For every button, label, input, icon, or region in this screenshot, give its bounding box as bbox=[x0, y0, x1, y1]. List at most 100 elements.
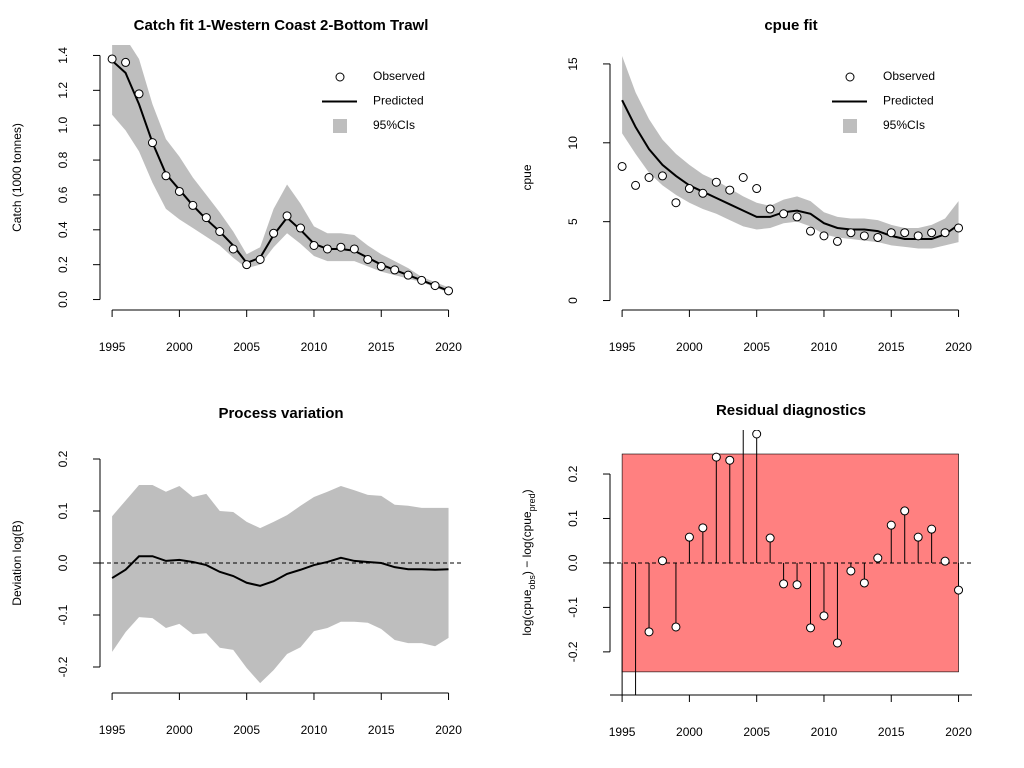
observed-point bbox=[644, 173, 654, 182]
observed-point bbox=[657, 171, 667, 181]
x-tick-label: 2015 bbox=[878, 340, 905, 354]
observed-point bbox=[873, 232, 883, 242]
observed-point bbox=[859, 231, 869, 241]
residual-point bbox=[739, 421, 747, 429]
y-tick-label: -0.1 bbox=[566, 597, 580, 618]
observed-point bbox=[698, 188, 708, 198]
chart-title: cpue fit bbox=[764, 17, 817, 34]
observed-point bbox=[121, 57, 131, 67]
residual-point bbox=[657, 556, 667, 566]
x-tick-label: 2015 bbox=[368, 340, 395, 354]
y-axis-label: Catch (1000 tonnes) bbox=[10, 123, 24, 232]
observed-point bbox=[913, 231, 923, 241]
ci-band bbox=[622, 56, 959, 249]
y-axis-label: cpue bbox=[520, 164, 534, 190]
ci-band bbox=[112, 45, 449, 293]
legend-label: Predicted bbox=[883, 94, 934, 108]
x-tick-label: 2015 bbox=[368, 723, 395, 737]
y-tick-label: 5 bbox=[566, 218, 580, 225]
predicted-line bbox=[111, 555, 449, 587]
y-axis-label: log(cpueobs) − log(cpuepred) bbox=[520, 489, 537, 635]
chart-title: Process variation bbox=[218, 405, 343, 422]
legend-marker bbox=[845, 72, 855, 82]
observed-point bbox=[174, 186, 184, 196]
observed-point bbox=[296, 223, 306, 233]
y-tick-label: -0.2 bbox=[56, 656, 70, 677]
residual-point bbox=[632, 741, 640, 749]
x-tick-label: 2005 bbox=[233, 340, 260, 354]
y-axis-label-part: log(cpue bbox=[520, 589, 534, 635]
observed-point bbox=[886, 228, 896, 238]
observed-point bbox=[430, 281, 440, 291]
observed-point bbox=[147, 138, 157, 148]
observed-point bbox=[134, 89, 144, 99]
residual-point bbox=[940, 556, 950, 566]
observed-point bbox=[349, 244, 359, 254]
residual-point bbox=[927, 524, 937, 534]
x-tick-label: 1995 bbox=[99, 723, 126, 737]
x-tick-label: 2010 bbox=[811, 340, 838, 354]
plot-area bbox=[610, 421, 972, 749]
observed-point bbox=[738, 173, 748, 182]
observed-point bbox=[322, 244, 332, 254]
observed-point bbox=[242, 260, 252, 270]
x-tick-label: 2010 bbox=[301, 340, 328, 354]
observed-point bbox=[765, 204, 775, 214]
observed-point bbox=[403, 270, 413, 280]
residual-point bbox=[873, 553, 883, 563]
observed-point bbox=[107, 54, 117, 64]
x-tick-label: 2020 bbox=[945, 725, 972, 739]
y-tick-label: 0 bbox=[566, 297, 580, 304]
observed-point bbox=[215, 227, 225, 237]
residual-point bbox=[698, 523, 708, 533]
chart-title: Residual diagnostics bbox=[716, 402, 866, 419]
x-tick-label: 1995 bbox=[609, 340, 636, 354]
residual-point bbox=[886, 520, 896, 530]
x-tick-label: 2015 bbox=[878, 725, 905, 739]
y-axis-label-part: pred bbox=[527, 493, 537, 511]
residual-point bbox=[725, 455, 735, 465]
residual-point bbox=[846, 566, 856, 576]
observed-point bbox=[927, 228, 937, 238]
observed-point bbox=[255, 254, 265, 264]
legend-marker bbox=[333, 119, 347, 133]
y-tick-label: 0.8 bbox=[56, 151, 70, 168]
x-tick-label: 2020 bbox=[435, 340, 462, 354]
observed-point bbox=[752, 184, 762, 194]
y-tick-label: 0.4 bbox=[56, 221, 70, 238]
observed-point bbox=[282, 211, 292, 221]
residual-point bbox=[711, 452, 721, 462]
y-tick-label: 0.0 bbox=[56, 291, 70, 308]
x-tick-label: 2020 bbox=[435, 723, 462, 737]
observed-point bbox=[201, 213, 211, 223]
x-tick-label: 1995 bbox=[609, 725, 636, 739]
observed-point bbox=[684, 184, 694, 194]
y-tick-label: 0.2 bbox=[56, 256, 70, 273]
y-tick-label: 0.1 bbox=[566, 510, 580, 527]
residual-point bbox=[792, 580, 802, 590]
x-tick-label: 2000 bbox=[166, 723, 193, 737]
y-tick-label: 1.2 bbox=[56, 82, 70, 99]
legend-label: Observed bbox=[883, 69, 935, 83]
residual-point bbox=[954, 585, 964, 595]
plot-area bbox=[107, 45, 454, 296]
plot-area bbox=[617, 56, 964, 249]
y-tick-label: -0.2 bbox=[566, 641, 580, 662]
residual-point bbox=[779, 579, 789, 589]
x-tick-label: 2010 bbox=[811, 725, 838, 739]
y-tick-label: 0.0 bbox=[566, 554, 580, 571]
residual-point bbox=[913, 532, 923, 542]
x-tick-label: 2000 bbox=[676, 340, 703, 354]
observed-point bbox=[671, 198, 681, 208]
residual-point bbox=[752, 430, 762, 439]
observed-point bbox=[390, 265, 400, 275]
observed-point bbox=[792, 212, 802, 222]
observed-point bbox=[725, 185, 735, 195]
observed-point bbox=[269, 228, 279, 238]
x-tick-label: 2005 bbox=[743, 340, 770, 354]
y-tick-label: 10 bbox=[566, 136, 580, 150]
y-axis-label-part: ) − log(cpue bbox=[520, 511, 534, 575]
observed-point bbox=[779, 209, 789, 219]
legend-label: Predicted bbox=[373, 94, 424, 108]
